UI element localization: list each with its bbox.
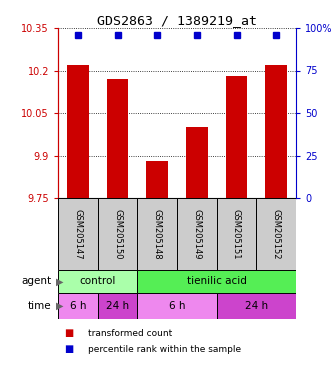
Bar bbox=[217, 198, 256, 270]
Text: tienilic acid: tienilic acid bbox=[187, 276, 247, 286]
Text: control: control bbox=[79, 276, 116, 286]
Bar bbox=[137, 270, 296, 293]
Bar bbox=[58, 270, 137, 293]
Text: ■: ■ bbox=[65, 328, 77, 338]
Bar bbox=[226, 76, 247, 198]
Bar bbox=[177, 198, 217, 270]
Text: 6 h: 6 h bbox=[70, 301, 86, 311]
Bar bbox=[58, 198, 98, 270]
Text: time: time bbox=[28, 301, 51, 311]
Text: transformed count: transformed count bbox=[88, 328, 172, 338]
Bar bbox=[98, 293, 137, 319]
Bar bbox=[217, 293, 296, 319]
Bar bbox=[186, 127, 208, 198]
Bar bbox=[98, 198, 137, 270]
Text: GSM205149: GSM205149 bbox=[192, 209, 201, 259]
Text: GSM205151: GSM205151 bbox=[232, 209, 241, 259]
Text: GSM205150: GSM205150 bbox=[113, 209, 122, 259]
Text: ■: ■ bbox=[65, 344, 77, 354]
Bar bbox=[137, 293, 217, 319]
Bar bbox=[58, 293, 98, 319]
Text: GSM205147: GSM205147 bbox=[73, 209, 82, 259]
Bar bbox=[67, 65, 89, 198]
Text: ▶: ▶ bbox=[56, 301, 64, 311]
Bar bbox=[265, 65, 287, 198]
Text: 24 h: 24 h bbox=[245, 301, 268, 311]
Text: ▶: ▶ bbox=[56, 276, 64, 286]
Text: 24 h: 24 h bbox=[106, 301, 129, 311]
Bar bbox=[146, 161, 168, 198]
Text: GSM205148: GSM205148 bbox=[153, 209, 162, 259]
Text: 6 h: 6 h bbox=[169, 301, 185, 311]
Text: agent: agent bbox=[21, 276, 51, 286]
Bar bbox=[256, 198, 296, 270]
Title: GDS2863 / 1389219_at: GDS2863 / 1389219_at bbox=[97, 14, 257, 27]
Bar bbox=[107, 79, 128, 198]
Text: GSM205152: GSM205152 bbox=[272, 209, 281, 259]
Bar bbox=[137, 198, 177, 270]
Text: percentile rank within the sample: percentile rank within the sample bbox=[88, 344, 241, 354]
